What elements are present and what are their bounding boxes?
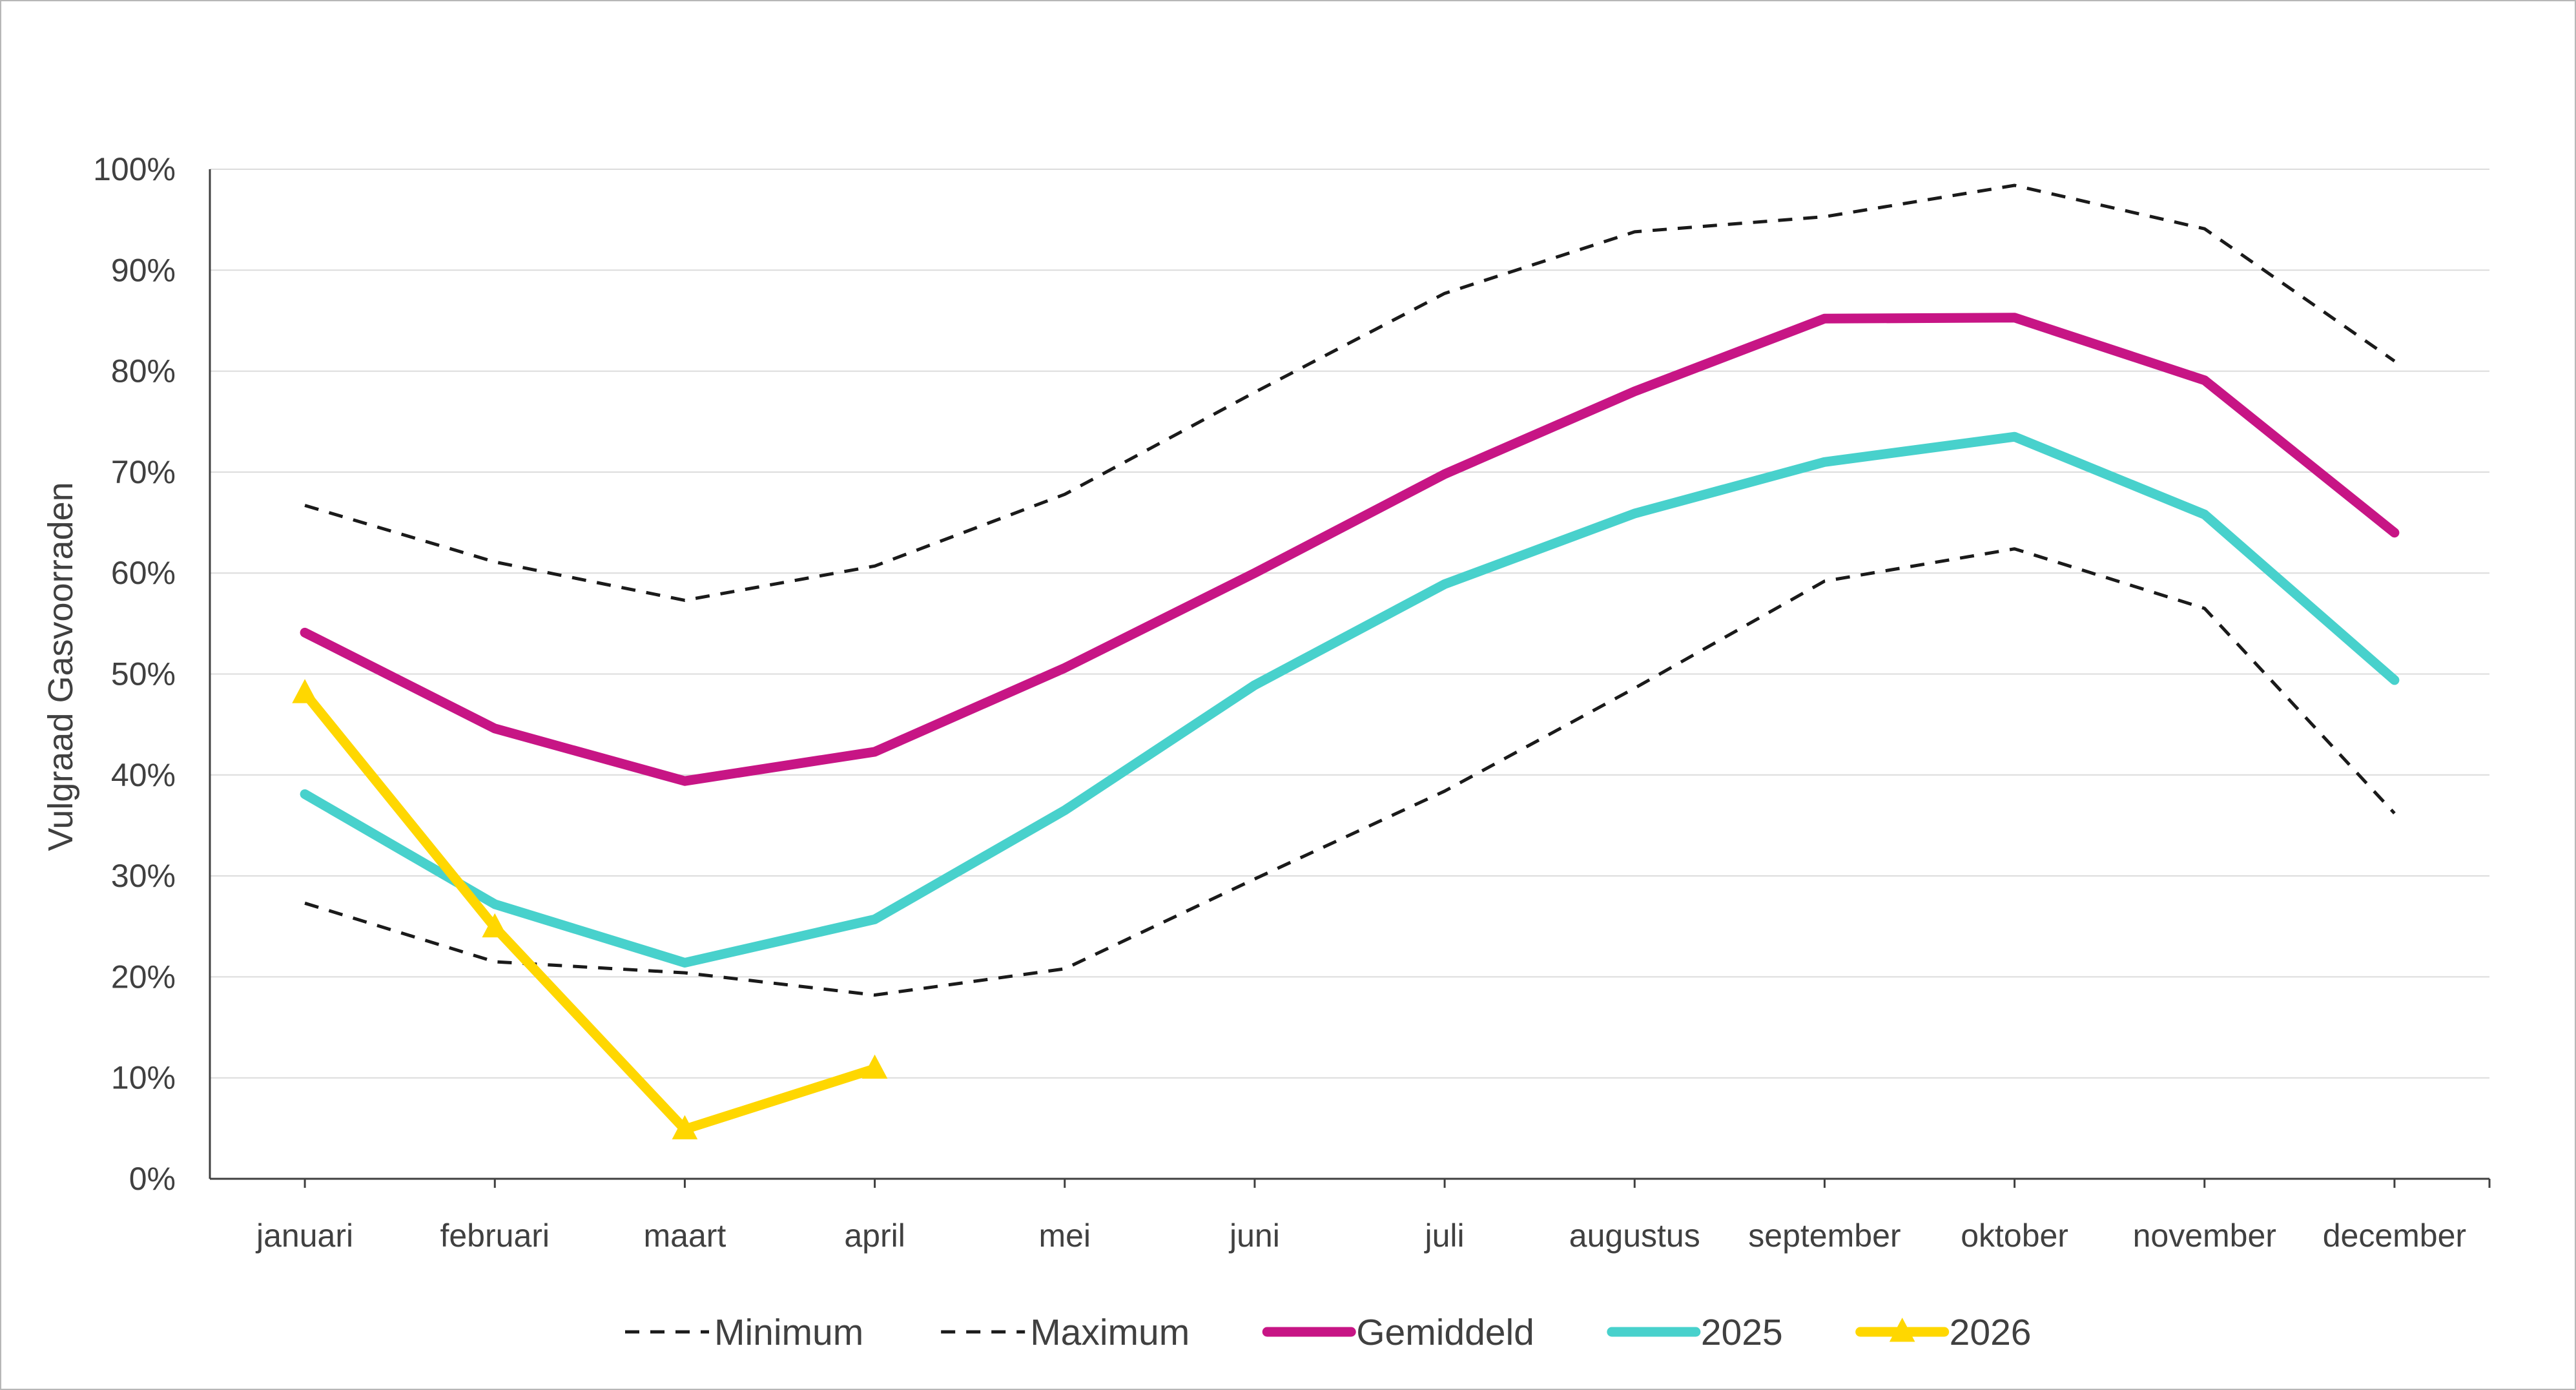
gridlines <box>210 169 2489 1079</box>
y-tick-label: 70% <box>111 454 176 490</box>
series-line-2025 <box>300 431 2400 968</box>
x-tick-label: januari <box>255 1218 353 1254</box>
y-tick-label: 50% <box>111 656 176 692</box>
data-point-2026 <box>482 913 508 938</box>
y-tick-label: 40% <box>111 757 176 793</box>
x-tick-label: maart <box>644 1218 726 1254</box>
y-tick-label: 20% <box>111 959 176 995</box>
y-axis-label: Vulgraad Gasvoorraden <box>41 482 80 851</box>
series-line-gemiddeld <box>300 313 2400 786</box>
legend-label-maximum: Maximum <box>1030 1312 1190 1353</box>
x-tick-label: oktober <box>1961 1218 2068 1254</box>
legend-marker-2026 <box>1889 1318 1915 1342</box>
legend: Minimum Maximum Gemiddeld 2025 2026 <box>625 1312 2031 1353</box>
y-tick-label: 30% <box>111 858 176 894</box>
x-tick-label: april <box>844 1218 905 1254</box>
y-tick-label: 0% <box>129 1161 176 1197</box>
y-tick-labels: 0% 10% 20% 30% 40% 50% 60% 70% 80% 90% 100% <box>93 151 176 1197</box>
x-tick-label: juni <box>1228 1218 1280 1254</box>
x-tick-label: december <box>2323 1218 2466 1254</box>
axes <box>209 169 2491 1188</box>
legend-label-2026: 2026 <box>1950 1312 2032 1353</box>
legend-label-gemiddeld: Gemiddeld <box>1356 1312 1534 1353</box>
x-tick-labels: januari februari maart april mei juni juli augu… <box>255 1218 2466 1254</box>
data-point-2026 <box>292 679 318 703</box>
series-layer <box>292 183 2400 1139</box>
x-tick-label: juli <box>1424 1218 1465 1254</box>
x-tick-label: november <box>2133 1218 2276 1254</box>
y-tick-label: 90% <box>111 252 176 288</box>
data-point-2026 <box>672 1115 698 1139</box>
series-line-minimum <box>304 547 2396 997</box>
x-tick-label: februari <box>440 1218 550 1254</box>
data-point-2026 <box>861 1054 888 1079</box>
y-tick-label: 60% <box>111 555 176 591</box>
series-line-maximum <box>304 183 2396 602</box>
x-tick-label: augustus <box>1569 1218 1700 1254</box>
x-tick-label: september <box>1748 1218 1901 1254</box>
y-tick-label: 80% <box>111 353 176 389</box>
x-tick-label: mei <box>1038 1218 1091 1254</box>
y-tick-label: 100% <box>93 151 176 187</box>
legend-label-minimum: Minimum <box>714 1312 863 1353</box>
y-tick-label: 10% <box>111 1060 176 1096</box>
series-line-2026 <box>300 688 880 1134</box>
legend-label-2025: 2025 <box>1701 1312 1783 1353</box>
